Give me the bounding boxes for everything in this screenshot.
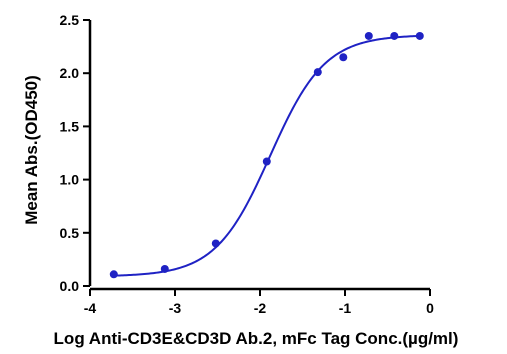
- data-point: [415, 31, 424, 40]
- axes: [88, 20, 430, 291]
- x-axis-ticks: -4 -3 -2 -1 0: [84, 289, 434, 316]
- y-tick-label: 2.0: [60, 65, 80, 81]
- x-axis-label: Log Anti-CD3E&CD3D Ab.2, mFc Tag Conc.(µ…: [54, 329, 459, 348]
- x-tick-label: 0: [426, 300, 434, 316]
- y-tick-label: 1.0: [60, 172, 80, 188]
- data-point: [109, 270, 118, 279]
- y-tick-label: 2.5: [60, 12, 80, 28]
- fitted-curve: [113, 34, 420, 277]
- data-point: [339, 53, 348, 62]
- data-point: [364, 31, 373, 40]
- data-point: [262, 157, 271, 166]
- y-tick-label: 1.5: [60, 118, 80, 134]
- x-tick-label: -2: [254, 300, 267, 316]
- x-tick-label: -4: [84, 300, 97, 316]
- x-tick-label: -3: [169, 300, 182, 316]
- data-point: [390, 31, 399, 40]
- y-axis-ticks: 0.0 0.5 1.0 1.5 2.0 2.5: [60, 12, 90, 294]
- y-tick-label: 0.5: [60, 225, 80, 241]
- data-points: [109, 31, 424, 279]
- data-point: [211, 239, 220, 248]
- y-axis-label: Mean Abs.(OD450): [22, 75, 41, 225]
- x-tick-label: -1: [339, 300, 352, 316]
- data-point: [160, 264, 169, 273]
- y-tick-label: 0.0: [60, 278, 80, 294]
- data-point: [313, 68, 322, 77]
